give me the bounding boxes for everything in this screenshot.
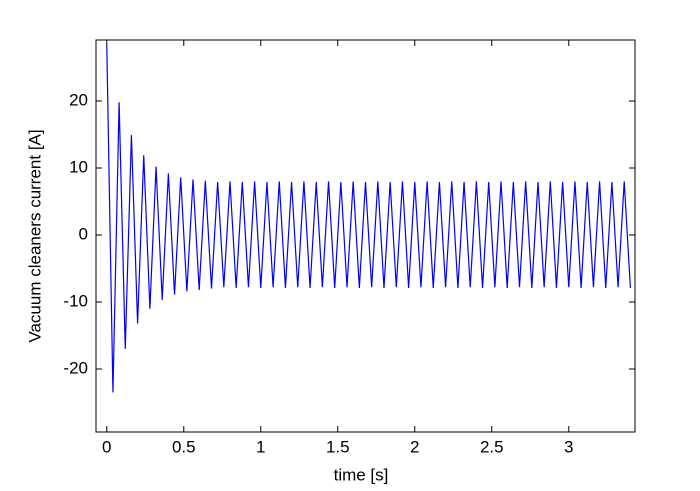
current-line (106, 45, 631, 393)
y-tick-label: 0 (79, 224, 88, 243)
x-tick-label: 1 (256, 437, 265, 456)
y-tick-label: -20 (63, 358, 88, 377)
y-tick-label: 10 (69, 157, 88, 176)
y-tick-label: 20 (69, 90, 88, 109)
x-tick-label: 0 (102, 437, 111, 456)
x-tick-label: 2.5 (480, 437, 504, 456)
y-tick-label: -10 (63, 291, 88, 310)
y-axis-label: Vacuum cleaners current [A] (25, 129, 44, 342)
plot-box (95, 39, 636, 433)
x-tick-label: 1.5 (326, 437, 350, 456)
x-axis-label: time [s] (334, 465, 389, 484)
x-tick-label: 3 (564, 437, 573, 456)
x-tick-label: 0.5 (172, 437, 196, 456)
x-tick-label: 2 (410, 437, 419, 456)
